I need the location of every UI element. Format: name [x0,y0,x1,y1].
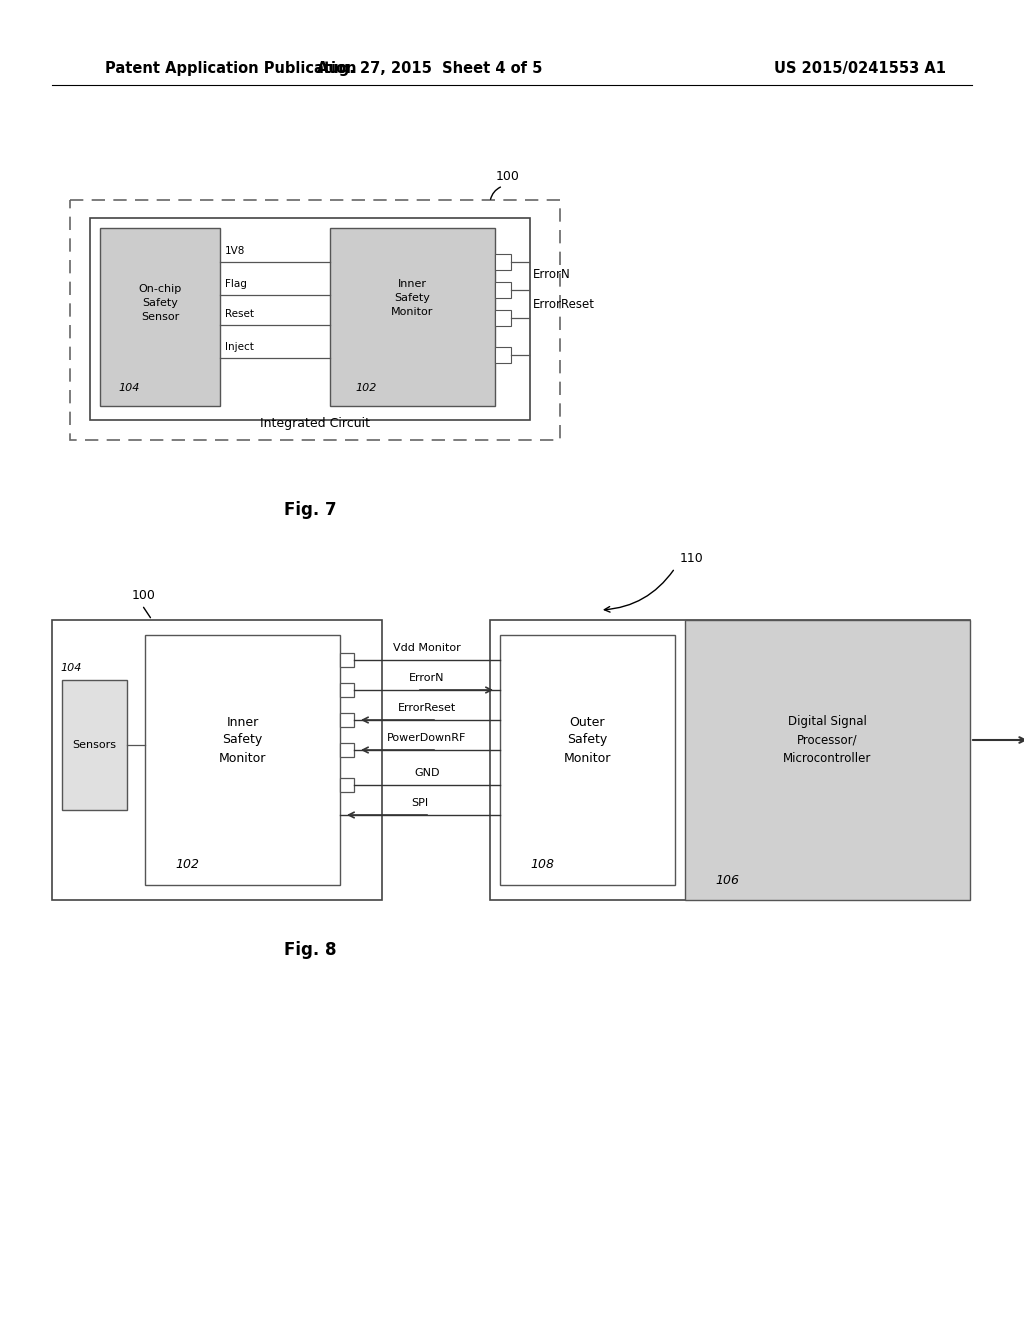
Bar [495,310,511,326]
Text: Inner
Safety
Monitor: Inner Safety Monitor [391,279,434,317]
Bar [90,218,530,420]
Text: Aug. 27, 2015  Sheet 4 of 5: Aug. 27, 2015 Sheet 4 of 5 [317,61,543,75]
Text: 1V8: 1V8 [225,246,246,256]
Text: SPI: SPI [412,799,429,808]
Text: Patent Application Publication: Patent Application Publication [105,61,356,75]
Text: US 2015/0241553 A1: US 2015/0241553 A1 [774,61,946,75]
Text: Inner
Safety
Monitor: Inner Safety Monitor [219,715,266,764]
Text: 100: 100 [496,170,520,183]
Bar [340,682,354,697]
Bar [52,620,382,900]
Text: Inject: Inject [225,342,254,352]
Text: 102: 102 [355,383,377,393]
Bar [495,347,511,363]
Text: Integrated Circuit: Integrated Circuit [260,417,370,430]
Bar [340,743,354,756]
Bar [340,713,354,727]
Text: Flag: Flag [225,279,247,289]
Text: 108: 108 [530,858,554,871]
Text: 106: 106 [715,874,739,887]
Text: Fig. 8: Fig. 8 [284,941,336,960]
Bar [495,282,511,298]
Text: Outer
Safety
Monitor: Outer Safety Monitor [564,715,611,764]
Bar [685,620,970,900]
Bar [500,635,675,884]
Text: 100: 100 [132,589,156,602]
Text: On-chip
Safety
Sensor: On-chip Safety Sensor [138,284,181,322]
Text: 110: 110 [680,552,703,565]
Bar [100,228,220,407]
Text: ErrorN: ErrorN [534,268,570,281]
Bar [62,680,127,810]
Bar [340,653,354,667]
Text: ErrorReset: ErrorReset [534,298,595,312]
Text: Digital Signal
Processor/
Microcontroller: Digital Signal Processor/ Microcontrolle… [783,715,871,764]
Bar [145,635,340,884]
Bar [495,253,511,271]
Text: Sensors: Sensors [73,741,117,750]
Bar [490,620,970,900]
Text: 104: 104 [60,663,81,673]
Bar [330,228,495,407]
Bar [340,777,354,792]
Text: GND: GND [415,768,439,777]
Text: 102: 102 [175,858,199,871]
Bar [70,201,560,440]
Text: PowerDownRF: PowerDownRF [387,733,467,743]
Text: Fig. 7: Fig. 7 [284,502,336,519]
Text: 104: 104 [118,383,139,393]
Text: Reset: Reset [225,309,254,319]
Text: Vdd Monitor: Vdd Monitor [393,643,461,653]
Text: ErrorN: ErrorN [410,673,444,682]
Text: ErrorReset: ErrorReset [398,704,456,713]
